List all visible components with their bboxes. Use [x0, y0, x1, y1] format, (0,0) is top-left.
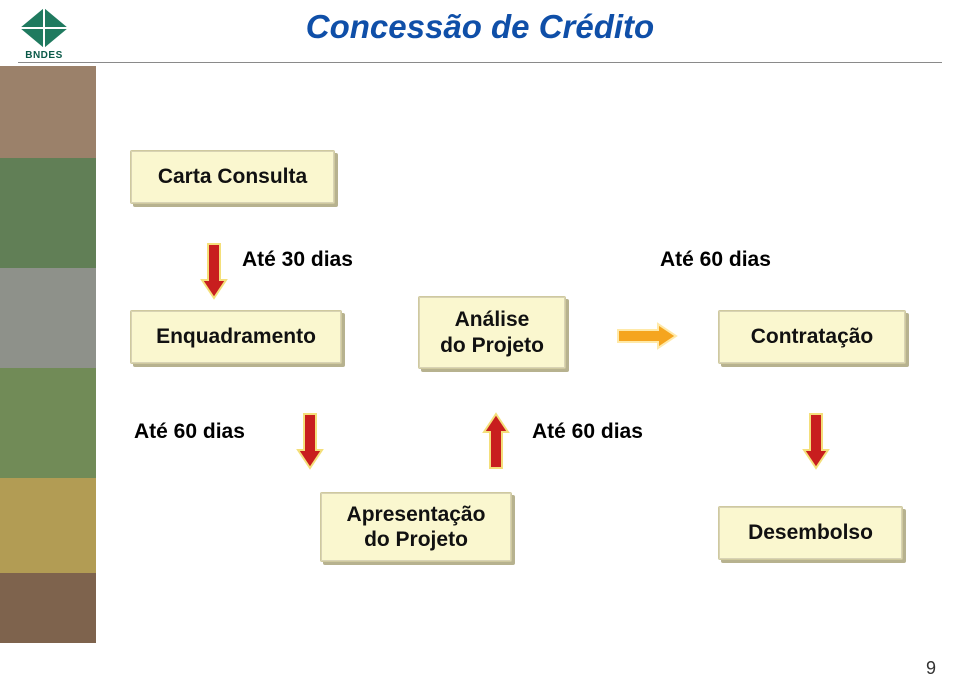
label-ate-30-dias: Até 30 dias — [242, 248, 353, 272]
label-ate-60-dias-top-right: Até 60 dias — [660, 248, 771, 272]
card-desembolso: Desembolso — [718, 506, 903, 560]
card-enquadramento: Enquadramento — [130, 310, 342, 364]
arrow-contr_to_desemb — [800, 410, 832, 477]
card-label: Carta Consulta — [158, 164, 307, 189]
bndes-logo-text: BNDES — [2, 50, 86, 61]
sidebar-strip — [0, 66, 96, 158]
card-label: Apresentaçãodo Projeto — [347, 502, 486, 552]
sidebar-strip — [0, 268, 96, 368]
card-label: Enquadramento — [156, 324, 316, 349]
slide-page: BNDES Concessão de Crédito Carta Consult… — [0, 0, 960, 693]
page-title: Concessão de Crédito — [0, 8, 960, 46]
card-apresentacao-do-projeto: Apresentaçãodo Projeto — [320, 492, 512, 562]
sidebar-strip — [0, 478, 96, 573]
label-ate-60-dias-bottom-left: Até 60 dias — [134, 420, 245, 444]
card-contratacao: Contratação — [718, 310, 906, 364]
card-label: Contratação — [751, 324, 874, 349]
page-number: 9 — [926, 658, 936, 679]
arrow-carta_to_enq — [198, 240, 230, 307]
card-carta-consulta: Carta Consulta — [130, 150, 335, 204]
title-divider — [18, 62, 942, 63]
arrow-enq_to_apres — [294, 410, 326, 477]
arrow-apres_to_analise — [480, 410, 512, 477]
decorative-sidebar — [0, 66, 96, 643]
card-label: Desembolso — [748, 520, 873, 545]
label-ate-60-dias-bottom-mid: Até 60 dias — [532, 420, 643, 444]
sidebar-strip — [0, 158, 96, 268]
sidebar-strip — [0, 573, 96, 643]
card-analise-do-projeto: Análisedo Projeto — [418, 296, 566, 369]
card-label: Análisedo Projeto — [440, 307, 544, 357]
arrow-analise_to_contr — [614, 320, 680, 357]
sidebar-strip — [0, 368, 96, 478]
